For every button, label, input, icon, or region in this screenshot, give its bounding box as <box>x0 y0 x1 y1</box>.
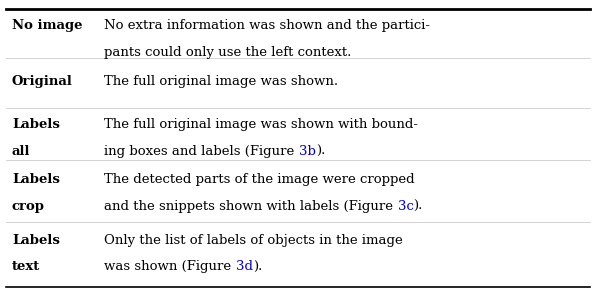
Text: Only the list of labels of objects in the image: Only the list of labels of objects in th… <box>104 234 403 247</box>
Text: ).: ). <box>414 200 423 213</box>
Text: pants could only use the left context.: pants could only use the left context. <box>104 46 352 59</box>
Text: 3d: 3d <box>235 260 253 274</box>
Text: 3b: 3b <box>299 145 316 158</box>
Text: No extra information was shown and the partici-: No extra information was shown and the p… <box>104 19 430 32</box>
Text: ).: ). <box>253 260 262 274</box>
Text: text: text <box>12 260 40 274</box>
Text: Labels: Labels <box>12 118 60 131</box>
Text: Labels: Labels <box>12 173 60 186</box>
Text: 3c: 3c <box>398 200 414 213</box>
Text: and the snippets shown with labels (Figure: and the snippets shown with labels (Figu… <box>104 200 398 213</box>
Text: Labels: Labels <box>12 234 60 247</box>
Text: No image: No image <box>12 19 82 32</box>
Text: The detected parts of the image were cropped: The detected parts of the image were cro… <box>104 173 415 186</box>
Text: Original: Original <box>12 75 73 89</box>
Text: ).: ). <box>316 145 325 158</box>
Text: crop: crop <box>12 200 45 213</box>
Text: ing boxes and labels (Figure: ing boxes and labels (Figure <box>104 145 299 158</box>
Text: was shown (Figure: was shown (Figure <box>104 260 235 274</box>
Text: The full original image was shown.: The full original image was shown. <box>104 75 339 89</box>
Text: all: all <box>12 145 30 158</box>
Text: The full original image was shown with bound-: The full original image was shown with b… <box>104 118 418 131</box>
